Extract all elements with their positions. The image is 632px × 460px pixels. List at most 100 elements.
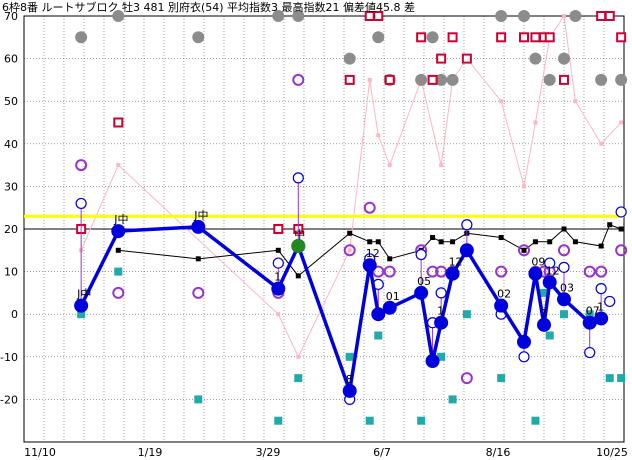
teal-square-point	[531, 416, 540, 425]
point-label: J中	[113, 213, 128, 226]
blue-ring-point	[615, 206, 627, 218]
blue-ring-point	[272, 257, 284, 269]
pink-series-line	[80, 14, 622, 358]
purple-ring-point	[343, 244, 356, 257]
red-square-point	[544, 32, 555, 43]
pink-series-point	[533, 120, 538, 125]
gray-circle-point	[543, 73, 556, 86]
black-series-point	[115, 247, 121, 253]
x-tick-label: 3/29	[256, 446, 281, 459]
red-square-point	[447, 32, 458, 43]
teal-square-point	[365, 416, 374, 425]
blue-ring-point	[292, 172, 304, 184]
pink-series-point	[387, 163, 392, 168]
x-tick-label: 1/19	[138, 446, 163, 459]
black-series-point	[607, 222, 613, 228]
gray-circle-point	[292, 10, 305, 22]
y-tick-label: 60	[4, 53, 18, 66]
point-label: 中	[294, 228, 305, 241]
teal-square-point	[417, 416, 426, 425]
teal-square-point	[605, 374, 614, 383]
black-series-point	[375, 239, 381, 245]
purple-ring-point	[583, 265, 596, 278]
red-square-point	[273, 224, 284, 234]
black-series-point	[561, 226, 567, 232]
blue-ring-point	[461, 219, 473, 231]
pink-series-point	[367, 77, 372, 82]
main-series-line	[79, 225, 602, 393]
green-marker-point	[291, 239, 306, 254]
x-tick-label: 10/25	[596, 446, 628, 459]
gray-circle-point	[192, 31, 205, 44]
main-series-point	[371, 307, 386, 322]
red-square-point	[604, 11, 615, 21]
chart-title: 6枠8番 ルートサブロク 牡3 481 別府衣(54) 平均指数3 最高指数21…	[2, 0, 415, 14]
red-square-point	[344, 74, 355, 85]
red-square-point	[461, 53, 472, 64]
purple-ring-point	[460, 372, 473, 385]
y-tick-label: 0	[11, 308, 18, 321]
red-square-point	[496, 32, 507, 43]
black-series-line	[118, 224, 622, 277]
black-series-point	[295, 273, 301, 279]
point-label: 07	[586, 305, 600, 318]
gray-circle-point	[595, 73, 608, 86]
black-series-point	[498, 235, 504, 241]
gray-circle-point	[615, 73, 628, 86]
point-label: 03	[560, 281, 574, 294]
black-series-point	[275, 247, 281, 253]
gray-circle-point	[446, 73, 459, 86]
main-series-point	[582, 315, 597, 330]
y-tick-label: 20	[4, 223, 18, 236]
main-series	[74, 219, 609, 398]
black-series-point	[450, 239, 456, 245]
black-series-point	[532, 239, 538, 245]
purple-ring-point	[292, 73, 305, 86]
blue-ring-point	[435, 287, 447, 299]
black-series-point	[367, 239, 373, 245]
black-series-point	[347, 230, 353, 236]
main-series-point	[594, 311, 609, 326]
pink-series-point	[296, 354, 301, 359]
pink-series-point	[599, 141, 604, 146]
blue-ring-point	[558, 261, 570, 273]
blue-ring-point	[544, 257, 556, 269]
main-series-point	[542, 275, 557, 290]
point-label: 12	[546, 264, 560, 277]
main-series-point	[537, 317, 551, 332]
main-series-point	[342, 383, 357, 398]
gray-circle-point	[558, 52, 570, 65]
main-series-point	[362, 258, 377, 273]
y-axis-tick-labels: 70 60 50 40 30 20 10 0 -10 -20	[0, 10, 18, 406]
gray-circle-point	[495, 10, 508, 22]
teal-square-point	[497, 374, 506, 383]
gray-circle-point	[426, 31, 439, 44]
gray-circle-point	[75, 31, 88, 44]
red-square-point	[427, 74, 438, 85]
purple-ring-point	[495, 265, 508, 278]
point-label: 01	[386, 290, 400, 303]
black-series-point	[547, 239, 553, 245]
gray-circle-point	[272, 10, 285, 22]
pink-series-point	[573, 99, 578, 104]
red-square-point	[559, 74, 569, 85]
teal-square-point	[114, 267, 123, 276]
purple-ring-point	[558, 244, 570, 257]
main-series-point	[459, 243, 474, 258]
main-series-point	[191, 219, 206, 234]
red-square-point	[373, 11, 384, 21]
gray-circle-point	[372, 31, 385, 44]
pink-series-point	[522, 184, 526, 189]
main-series-point	[425, 354, 440, 369]
teal-square-point	[274, 416, 283, 425]
pink-series-point	[562, 14, 566, 18]
point-label: J中	[76, 288, 91, 301]
purple-ring-point	[372, 265, 385, 278]
purple-ring-point	[112, 286, 125, 299]
black-series-point	[438, 239, 444, 245]
gray-circle-markers	[75, 10, 628, 86]
teal-square-point	[345, 352, 354, 361]
pink-series-point	[376, 133, 381, 138]
main-series-point	[111, 224, 126, 239]
